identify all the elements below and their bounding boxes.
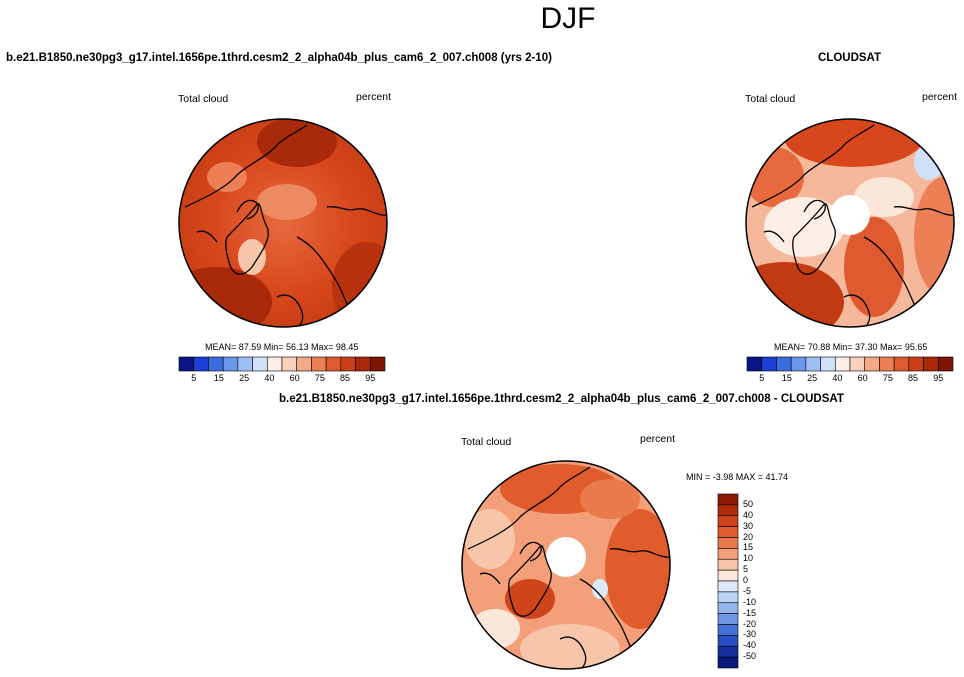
model-stats: MEAN= 87.59 Min= 56.13 Max= 98.45 — [205, 342, 359, 352]
model-variable-label: Total cloud — [178, 93, 229, 105]
figure-title: DJF — [540, 2, 596, 35]
model-polar-map — [178, 118, 388, 328]
colorbar-tick-label: 20 — [743, 531, 754, 542]
colorbar-tick-label: 60 — [857, 373, 868, 383]
colorbar-tick-label: 85 — [340, 373, 351, 383]
colorbar-tick-label: -20 — [743, 618, 757, 629]
colorbar-swatch — [908, 356, 924, 372]
colorbar-swatch — [834, 356, 851, 372]
colorbar-tick-label: 15 — [743, 542, 754, 553]
obs-panel-header: CLOUDSAT — [818, 52, 882, 64]
colorbar-tick-label: -30 — [743, 629, 757, 640]
colorbar-swatch — [717, 493, 739, 506]
colorbar-tick-label: 85 — [908, 373, 919, 383]
colorbar-tick-label: 5 — [191, 373, 197, 383]
model-units-label: percent — [356, 91, 392, 103]
colorbar-swatch — [717, 656, 739, 669]
colorbar-swatch — [746, 356, 763, 372]
colorbar-swatch — [879, 356, 895, 372]
colorbar-swatch — [717, 548, 739, 560]
colorbar-tick-label: -5 — [743, 585, 752, 596]
colorbar-tick-label: 95 — [933, 373, 944, 383]
colorbar-tick-label: 25 — [239, 373, 250, 383]
colorbar-tick-label: 5 — [759, 373, 765, 383]
colorbar-swatch — [717, 645, 739, 658]
colorbar-swatch — [369, 356, 386, 372]
colorbar-tick-label: 30 — [743, 520, 754, 531]
colorbar-swatch — [222, 356, 239, 372]
colorbar-tick-label: -50 — [743, 651, 757, 662]
colorbar-swatch — [281, 356, 298, 372]
colorbar-tick-label: 75 — [314, 373, 325, 383]
colorbar-swatch — [820, 356, 836, 372]
colorbar-swatch — [717, 558, 739, 571]
colorbar-swatch — [325, 356, 342, 372]
obs-polar-map — [745, 118, 955, 328]
colorbar-tick-label: 5 — [743, 564, 749, 575]
colorbar-tick-label: 60 — [289, 373, 300, 383]
colorbar-tick-label: -40 — [743, 640, 757, 651]
diff-colorbar — [717, 493, 739, 669]
colorbar-swatch — [717, 515, 739, 527]
colorbar-tick-label: 40 — [832, 373, 843, 383]
colorbar-swatch — [864, 356, 880, 372]
colorbar-tick-label: 95 — [365, 373, 376, 383]
colorbar-swatch — [717, 624, 739, 636]
diff-panel-header: b.e21.B1850.ne30pg3_g17.intel.1656pe.1th… — [279, 393, 844, 405]
colorbar-tick-label: 0 — [743, 575, 749, 585]
colorbar-tick-label: 15 — [213, 373, 224, 383]
colorbar-swatch — [296, 356, 312, 372]
colorbar-swatch — [717, 591, 739, 604]
obs-colorbar — [746, 356, 954, 372]
diff-polar-map — [461, 460, 671, 670]
colorbar-tick-label: 40 — [264, 373, 275, 383]
colorbar-swatch — [717, 537, 739, 549]
diff-variable-label: Total cloud — [461, 436, 512, 448]
colorbar-tick-label: 75 — [882, 373, 893, 383]
colorbar-swatch — [355, 356, 371, 372]
colorbar-swatch — [923, 356, 939, 372]
colorbar-tick-label: 10 — [743, 553, 754, 564]
obs-units-label: percent — [922, 91, 958, 103]
colorbar-swatch — [937, 356, 954, 372]
colorbar-swatch — [266, 356, 283, 372]
colorbar-swatch — [761, 356, 777, 372]
colorbar-swatch — [717, 504, 739, 517]
colorbar-swatch — [178, 356, 195, 372]
colorbar-swatch — [893, 356, 910, 372]
colorbar-swatch — [717, 569, 739, 582]
diff-units-label: percent — [640, 433, 676, 445]
colorbar-tick-label: -15 — [743, 607, 757, 618]
colorbar-swatch — [340, 356, 356, 372]
obs-variable-label: Total cloud — [745, 93, 796, 105]
colorbar-tick-label: 40 — [743, 509, 754, 520]
colorbar-tick-label: 25 — [807, 373, 818, 383]
colorbar-swatch — [208, 356, 224, 372]
model-colorbar — [178, 356, 386, 372]
colorbar-tick-label: -10 — [743, 596, 757, 607]
colorbar-swatch — [717, 602, 739, 614]
colorbar-swatch — [805, 356, 821, 372]
colorbar-swatch — [849, 356, 866, 372]
colorbar-swatch — [776, 356, 792, 372]
diff-stats: MIN = -3.98 MAX = 41.74 — [686, 472, 789, 482]
colorbar-swatch — [252, 356, 268, 372]
colorbar-swatch — [311, 356, 327, 372]
colorbar-swatch — [717, 635, 739, 647]
colorbar-swatch — [790, 356, 807, 372]
obs-stats: MEAN= 70.88 Min= 37.30 Max= 95.65 — [774, 342, 928, 352]
colorbar-swatch — [237, 356, 253, 372]
colorbar-swatch — [193, 356, 209, 372]
colorbar-tick-label: 50 — [743, 498, 754, 509]
colorbar-tick-label: 15 — [781, 373, 792, 383]
colorbar-swatch — [717, 526, 739, 538]
colorbar-swatch — [717, 580, 739, 593]
colorbar-swatch — [717, 613, 739, 625]
model-panel-header: b.e21.B1850.ne30pg3_g17.intel.1656pe.1th… — [6, 52, 552, 64]
